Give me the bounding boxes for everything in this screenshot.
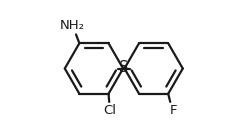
Text: F: F (169, 104, 177, 117)
Text: Cl: Cl (103, 104, 116, 117)
Text: NH₂: NH₂ (59, 19, 84, 32)
Text: S: S (119, 60, 128, 75)
